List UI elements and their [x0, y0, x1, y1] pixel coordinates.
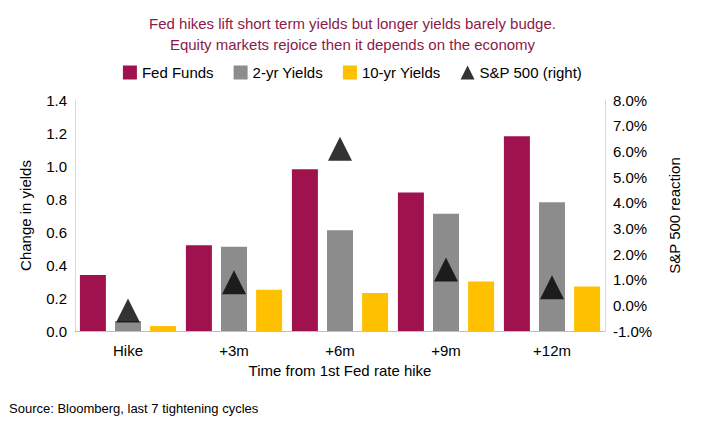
- svg-text:0.8: 0.8: [46, 191, 67, 208]
- svg-text:2.0%: 2.0%: [613, 246, 647, 263]
- svg-text:1.0: 1.0: [46, 158, 67, 175]
- svg-text:+9m: +9m: [431, 342, 461, 359]
- svg-text:Equity markets rejoice then it: Equity markets rejoice then it depends o…: [170, 36, 536, 53]
- svg-text:3.0%: 3.0%: [613, 220, 647, 237]
- svg-text:Fed Funds: Fed Funds: [142, 64, 214, 81]
- svg-text:7.0%: 7.0%: [613, 117, 647, 134]
- svg-text:1.2: 1.2: [46, 125, 67, 142]
- svg-text:+3m: +3m: [219, 342, 249, 359]
- svg-text:0.6: 0.6: [46, 224, 67, 241]
- svg-text:5.0%: 5.0%: [613, 169, 647, 186]
- svg-text:0.0%: 0.0%: [613, 297, 647, 314]
- svg-text:+12m: +12m: [533, 342, 571, 359]
- svg-text:1.4: 1.4: [46, 92, 67, 109]
- svg-text:-1.0%: -1.0%: [613, 323, 652, 340]
- svg-text:2-yr Yields: 2-yr Yields: [253, 64, 323, 81]
- svg-text:S&P 500 (right): S&P 500 (right): [480, 64, 582, 81]
- svg-text:Hike: Hike: [113, 342, 143, 359]
- svg-text:4.0%: 4.0%: [613, 194, 647, 211]
- svg-text:0.2: 0.2: [46, 290, 67, 307]
- svg-text:0.4: 0.4: [46, 257, 67, 274]
- svg-text:Change in yields: Change in yields: [17, 160, 34, 271]
- svg-text:+6m: +6m: [325, 342, 355, 359]
- svg-text:10-yr Yields: 10-yr Yields: [362, 64, 440, 81]
- svg-text:0.0: 0.0: [46, 323, 67, 340]
- svg-text:S&P 500 reaction: S&P 500 reaction: [666, 157, 683, 273]
- svg-text:Time from 1st Fed rate hike: Time from 1st Fed rate hike: [249, 362, 432, 379]
- svg-text:Source: Bloomberg, last 7 tigh: Source: Bloomberg, last 7 tightening cyc…: [9, 401, 259, 416]
- svg-text:Fed hikes lift short term yiel: Fed hikes lift short term yields but lon…: [149, 15, 556, 32]
- svg-text:1.0%: 1.0%: [613, 271, 647, 288]
- svg-text:8.0%: 8.0%: [613, 92, 647, 109]
- svg-text:6.0%: 6.0%: [613, 143, 647, 160]
